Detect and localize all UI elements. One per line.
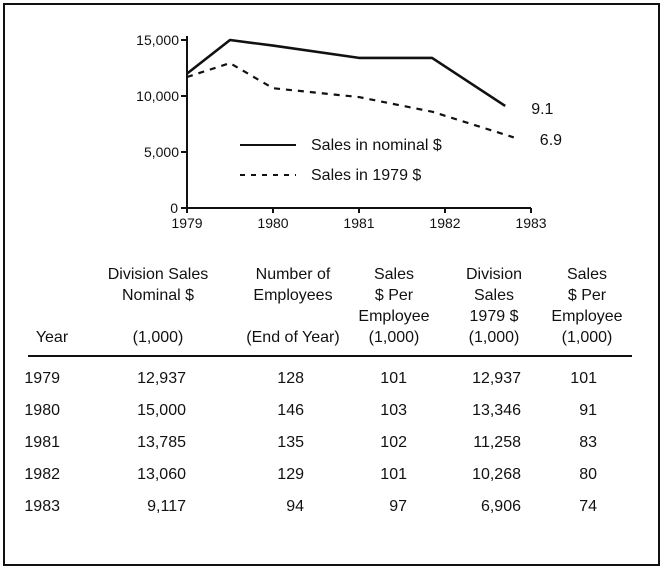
series-line-1979 bbox=[186, 61, 515, 139]
table-cell: 13,060 bbox=[137, 466, 186, 483]
table-cell: 128 bbox=[277, 370, 304, 387]
table-cell: 101 bbox=[380, 370, 407, 387]
table-cell: 6,906 bbox=[480, 498, 521, 515]
figure-frame bbox=[3, 3, 660, 566]
table-cell: 9,117 bbox=[147, 498, 186, 515]
column-header-line: Sales bbox=[473, 287, 515, 304]
column-header-line: Employee bbox=[358, 308, 430, 325]
table-cell: 15,000 bbox=[137, 402, 186, 419]
column-header-line: 1979 $ bbox=[469, 308, 519, 325]
legend-label-nominal: Sales in nominal $ bbox=[311, 137, 442, 154]
column-header-line: Number of bbox=[255, 266, 331, 283]
x-tick-label: 1982 bbox=[429, 215, 460, 231]
y-tick-label: 5,000 bbox=[144, 144, 179, 160]
header-rule bbox=[28, 355, 632, 357]
table-cell: 97 bbox=[389, 498, 407, 515]
column-header-line: Year bbox=[35, 329, 69, 346]
table-cell: 103 bbox=[380, 402, 407, 419]
table-cell: 146 bbox=[277, 402, 304, 419]
column-header-line: Employee bbox=[551, 308, 623, 325]
table-cell: 80 bbox=[579, 466, 597, 483]
table-cell: 129 bbox=[277, 466, 304, 483]
table-cell: 91 bbox=[579, 402, 597, 419]
table-cell: 101 bbox=[380, 466, 407, 483]
column-header-line: (1,000) bbox=[561, 329, 613, 346]
table-cell: 12,937 bbox=[472, 370, 521, 387]
table-cell: 102 bbox=[380, 434, 407, 451]
table-cell: 101 bbox=[570, 370, 597, 387]
y-tick-label: 0 bbox=[170, 200, 178, 216]
row-year-cell: 1981 bbox=[24, 434, 60, 451]
row-year-cell: 1982 bbox=[24, 466, 60, 483]
row-year-cell: 1983 bbox=[24, 498, 60, 515]
column-header-line: Division bbox=[465, 266, 522, 283]
series-line-nominal bbox=[186, 38, 506, 107]
column-header-line: Sales bbox=[566, 266, 608, 283]
column-header-line: (1,000) bbox=[132, 329, 184, 346]
column-header-line: Sales bbox=[373, 266, 415, 283]
x-tick-label: 1981 bbox=[343, 215, 374, 231]
table-cell: 11,258 bbox=[473, 434, 521, 451]
column-header-line: (End of Year) bbox=[246, 329, 340, 346]
row-year-cell: 1980 bbox=[24, 402, 60, 419]
table-cell: 10,268 bbox=[472, 466, 521, 483]
column-header-line: $ Per bbox=[567, 287, 607, 304]
end-label-nominal: 9.1 bbox=[531, 101, 553, 118]
x-tick-label: 1980 bbox=[257, 215, 288, 231]
table-cell: 94 bbox=[286, 498, 304, 515]
column-header-line: $ Per bbox=[374, 287, 414, 304]
table-cell: 83 bbox=[579, 434, 597, 451]
column-header-line: (1,000) bbox=[368, 329, 420, 346]
x-tick-label: 1983 bbox=[515, 215, 546, 231]
y-tick-label: 15,000 bbox=[136, 32, 179, 48]
table-cell: 13,785 bbox=[137, 434, 186, 451]
table-cell: 12,937 bbox=[137, 370, 186, 387]
legend-label-1979: Sales in 1979 $ bbox=[311, 167, 421, 184]
y-tick-label: 10,000 bbox=[136, 88, 179, 104]
x-tick-label: 1979 bbox=[171, 215, 202, 231]
line-chart: 0 5,000 10,000 15,000 1979 1980 1981 1982 1983 9.… bbox=[136, 32, 562, 231]
table-cell: 135 bbox=[277, 434, 304, 451]
table-cell: 74 bbox=[579, 498, 597, 515]
column-header-line: (1,000) bbox=[468, 329, 520, 346]
table-cell: 13,346 bbox=[472, 402, 521, 419]
end-label-1979: 6.9 bbox=[540, 132, 562, 149]
column-header-line: Division Sales bbox=[107, 266, 209, 283]
row-year-cell: 1979 bbox=[24, 370, 60, 387]
column-header-line: Employees bbox=[253, 287, 333, 304]
column-header-line: Nominal $ bbox=[121, 287, 195, 304]
